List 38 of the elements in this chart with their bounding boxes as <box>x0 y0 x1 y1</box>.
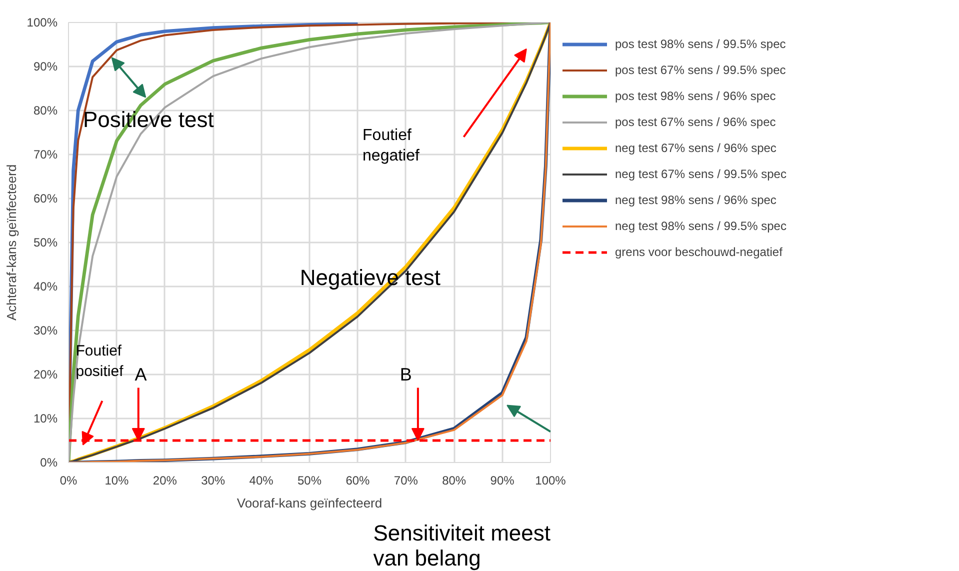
legend-label: neg test 67% sens / 96% spec <box>615 141 776 155</box>
x-tick-label: 100% <box>535 474 566 488</box>
legend-label: pos test 67% sens / 96% spec <box>615 115 776 129</box>
x-tick-label: 20% <box>152 474 178 488</box>
legend-label: neg test 67% sens / 99.5% spec <box>615 167 786 181</box>
y-tick-label: 70% <box>33 148 58 162</box>
text: Sensitiviteit meest van belang <box>373 520 551 570</box>
y-tick-label: 40% <box>33 280 58 294</box>
legend-label: pos test 98% sens / 96% spec <box>615 89 776 103</box>
y-tick-label: 20% <box>33 368 58 382</box>
y-tick-label: 50% <box>33 236 58 250</box>
y-tick-label: 0% <box>40 456 58 470</box>
x-tick-label: 70% <box>394 474 418 488</box>
y-axis-title: Achteraf-kans geïnfecteerd <box>4 164 19 321</box>
x-tick-label: 0% <box>60 474 78 488</box>
x-axis-title: Vooraf-kans geïnfecteerd <box>236 496 382 510</box>
y-tick-label: 30% <box>33 324 58 338</box>
annotation: B <box>400 364 412 384</box>
annotation: Foutief negatief <box>362 127 420 164</box>
x-tick-label: 90% <box>490 474 515 488</box>
y-tick-label: 90% <box>33 60 58 74</box>
annotation: A <box>134 364 147 384</box>
legend-label: pos test 98% sens / 99.5% spec <box>615 37 786 51</box>
x-tick-label: 30% <box>201 474 226 488</box>
y-tick-label: 80% <box>33 104 58 118</box>
legend-label: neg test 98% sens / 96% spec <box>615 193 776 207</box>
legend-label: neg test 98% sens / 99.5% spec <box>615 219 786 233</box>
x-tick-label: 10% <box>104 474 130 488</box>
legend-label: grens voor beschouwd-negatief <box>615 245 782 259</box>
x-tick-label: 50% <box>297 474 322 488</box>
y-tick-label: 100% <box>26 16 58 30</box>
y-tick-label: 10% <box>33 412 58 426</box>
x-tick-label: 40% <box>249 474 274 488</box>
x-tick-label: 80% <box>442 474 466 488</box>
x-tick-label: 60% <box>346 474 370 488</box>
annotation: Foutief positief <box>76 342 124 380</box>
legend-label: pos test 67% sens / 99.5% spec <box>615 63 786 77</box>
y-tick-label: 60% <box>33 192 58 206</box>
